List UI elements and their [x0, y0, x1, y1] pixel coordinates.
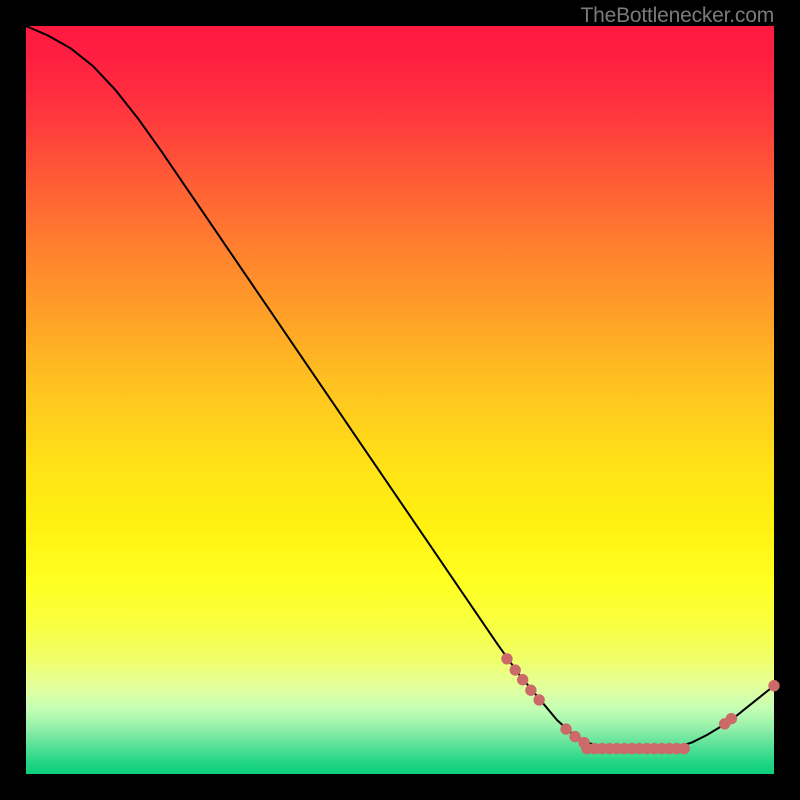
plot-background: [26, 26, 774, 774]
data-marker: [526, 685, 536, 695]
data-marker: [517, 675, 527, 685]
data-marker: [502, 654, 512, 664]
data-marker: [510, 665, 520, 675]
data-marker: [769, 681, 779, 691]
data-marker: [534, 695, 544, 705]
data-marker: [570, 731, 580, 741]
data-marker: [561, 724, 571, 734]
bottleneck-chart: [0, 0, 800, 800]
data-marker: [726, 713, 736, 723]
watermark-text: TheBottlenecker.com: [581, 4, 774, 28]
data-marker: [679, 743, 689, 753]
